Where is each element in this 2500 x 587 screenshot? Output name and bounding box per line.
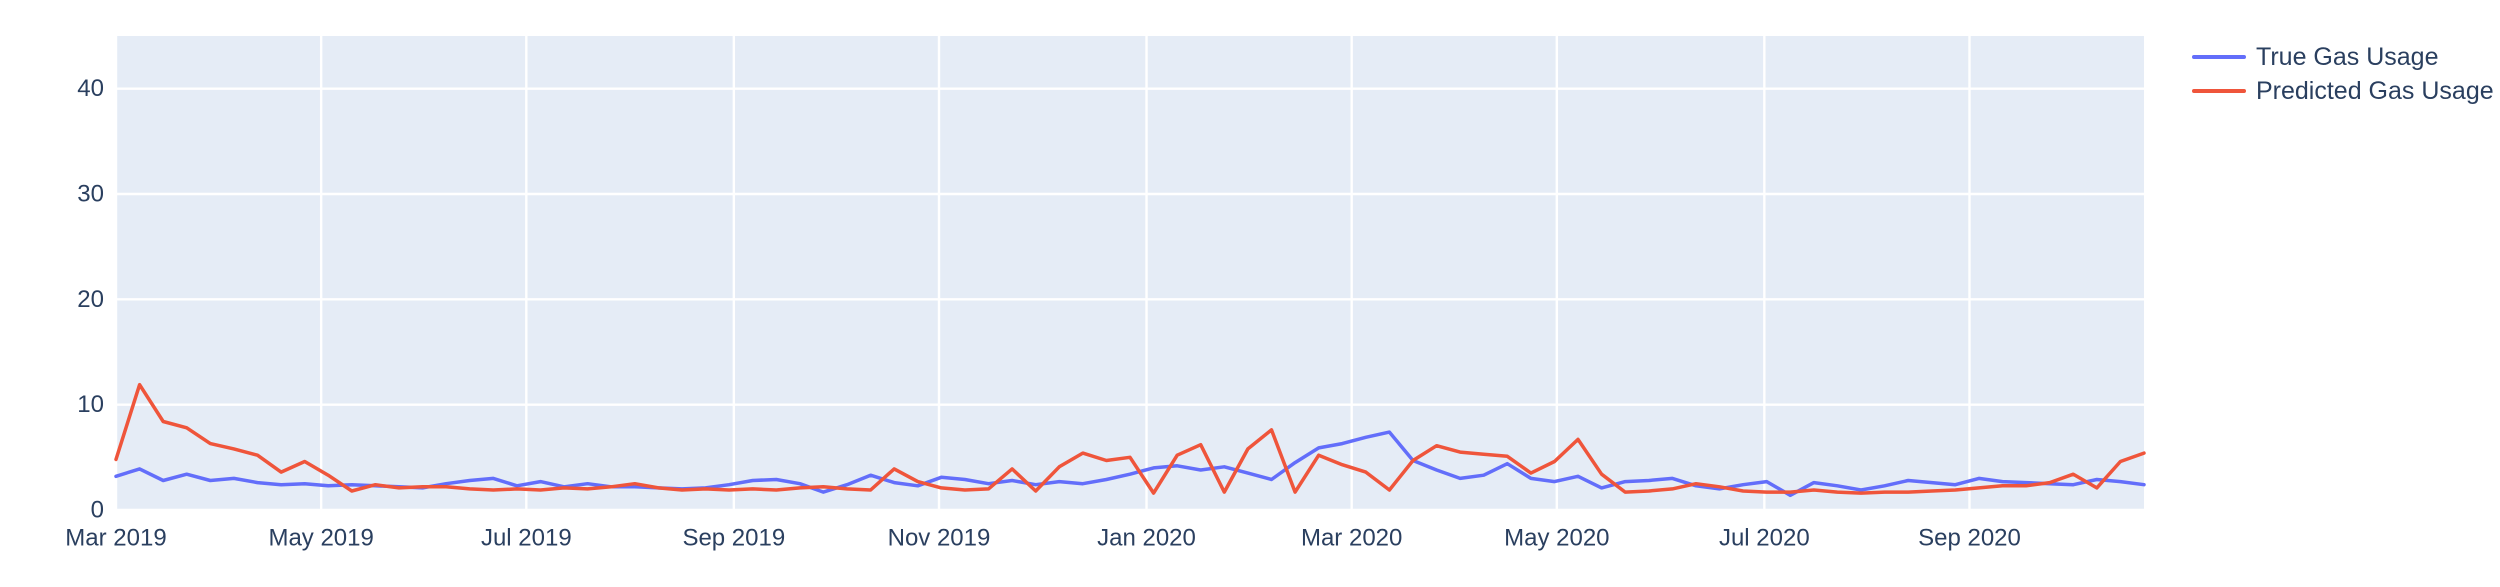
legend-label-predicted-gas-usage: Predicted Gas Usage	[2256, 76, 2494, 105]
series-line-true-gas-usage[interactable]	[114, 430, 2146, 498]
x-tick-label: Sep 2019	[682, 525, 785, 552]
predicted-gas-usage-line-swatch-icon	[2192, 89, 2246, 93]
x-tick-label: Mar 2020	[1301, 525, 1402, 552]
x-tick-label: Nov 2019	[888, 525, 991, 552]
x-tick-label: May 2019	[268, 525, 373, 552]
x-tick-label: Sep 2020	[1918, 525, 2021, 552]
y-tick-label: 40	[77, 75, 104, 102]
plot-background	[116, 36, 2144, 510]
x-tick-label: Jan 2020	[1097, 525, 1196, 552]
x-tick-label: Jul 2019	[481, 525, 572, 552]
y-tick-label: 30	[77, 181, 104, 208]
y-tick-label: 10	[77, 391, 104, 418]
legend-label-true-gas-usage: True Gas Usage	[2256, 42, 2439, 71]
x-tick-label: Mar 2019	[65, 525, 166, 552]
legend-item-true-gas-usage[interactable]: True Gas Usage	[2192, 42, 2494, 71]
y-tick-label: 20	[77, 286, 104, 313]
series-line-predicted-gas-usage[interactable]	[114, 382, 2146, 495]
x-tick-label: May 2020	[1504, 525, 1609, 552]
legend: True Gas Usage Predicted Gas Usage	[2192, 42, 2494, 105]
x-tick-label: Jul 2020	[1719, 525, 1810, 552]
y-tick-label: 0	[91, 497, 104, 524]
legend-item-predicted-gas-usage[interactable]: Predicted Gas Usage	[2192, 76, 2494, 105]
true-gas-usage-line-swatch-icon	[2192, 55, 2246, 59]
